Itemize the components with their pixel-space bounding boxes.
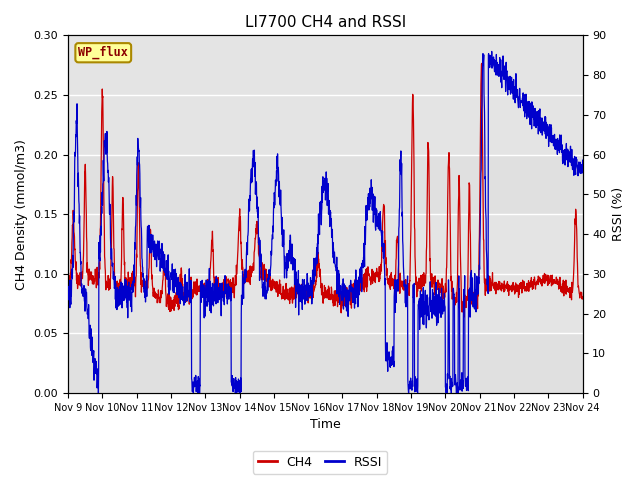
Bar [68,214,582,334]
Text: WP_flux: WP_flux [78,46,128,60]
Bar [68,36,582,155]
Title: LI7700 CH4 and RSSI: LI7700 CH4 and RSSI [244,15,406,30]
Y-axis label: CH4 Density (mmol/m3): CH4 Density (mmol/m3) [15,139,28,289]
Legend: CH4, RSSI: CH4, RSSI [253,451,387,474]
Y-axis label: RSSI (%): RSSI (%) [612,187,625,241]
X-axis label: Time: Time [310,419,340,432]
